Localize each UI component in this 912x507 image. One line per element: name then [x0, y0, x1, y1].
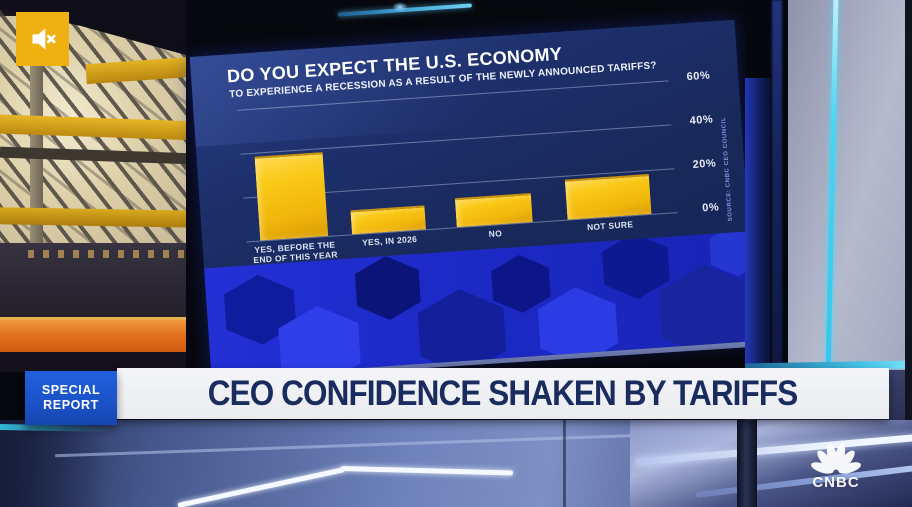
chart-screen: DO YOU EXPECT THE U.S. ECONOMY TO EXPERI…	[189, 19, 757, 379]
bar-not-sure	[564, 174, 652, 220]
badge-line-1: SPECIAL	[41, 383, 101, 397]
hull-orange-stripe	[0, 320, 193, 353]
gray-wall-panel	[788, 0, 907, 420]
category-label-no: NO	[488, 228, 503, 239]
video-wall-port-scene	[0, 0, 193, 372]
chart-source-credit: SOURCE: CNBC CEO COUNCIL	[720, 116, 735, 222]
floor-pole	[737, 420, 757, 507]
studio-floor	[0, 420, 912, 507]
badge-line-2: REPORT	[43, 398, 99, 412]
nbc-peacock-icon	[811, 443, 861, 474]
y-tick-40: 40%	[689, 113, 714, 128]
y-tick-0: 0%	[701, 201, 720, 215]
y-tick-60: 60%	[686, 69, 711, 84]
muted-speaker-icon	[32, 28, 55, 50]
cnbc-logo: CNBC	[795, 440, 877, 500]
scene-bottom-shadow	[0, 352, 193, 372]
right-studio-wall	[744, 0, 912, 427]
platform-edge-highlight	[55, 433, 645, 458]
floor-seam	[563, 420, 566, 507]
cnbc-wordmark: CNBC	[812, 474, 860, 491]
lower-third-banner: CEO CONFIDENCE SHAKEN BY TARIFFS	[117, 368, 889, 419]
mute-button[interactable]	[16, 12, 69, 66]
y-tick-20: 20%	[692, 157, 717, 171]
floor-left-shadow	[0, 420, 110, 507]
screen-edge-glow	[745, 78, 770, 370]
headline-text: CEO CONFIDENCE SHAKEN BY TARIFFS	[208, 373, 798, 413]
special-report-badge: SPECIAL REPORT	[25, 371, 117, 425]
floor-light-line-horizontal	[340, 466, 514, 476]
bar-yes-this-year	[254, 152, 329, 241]
crane-beam-yellow-2	[0, 207, 193, 228]
video-wall-bezel	[186, 0, 193, 372]
floor-light-line-diagonal	[177, 467, 345, 507]
category-label-not-sure: NOT SURE	[586, 219, 634, 233]
category-label-yes-2026: YES, IN 2026	[361, 233, 418, 248]
bar-yes-2026	[350, 205, 426, 235]
ceiling-light-glow	[392, 2, 408, 12]
wall-edge-shadow	[905, 0, 912, 420]
bar-no	[454, 193, 533, 228]
hull-stripe-edge	[0, 317, 193, 321]
floor-steps	[630, 420, 912, 507]
hull-glints	[28, 250, 193, 258]
dim-blue-light-strip	[772, 0, 782, 420]
